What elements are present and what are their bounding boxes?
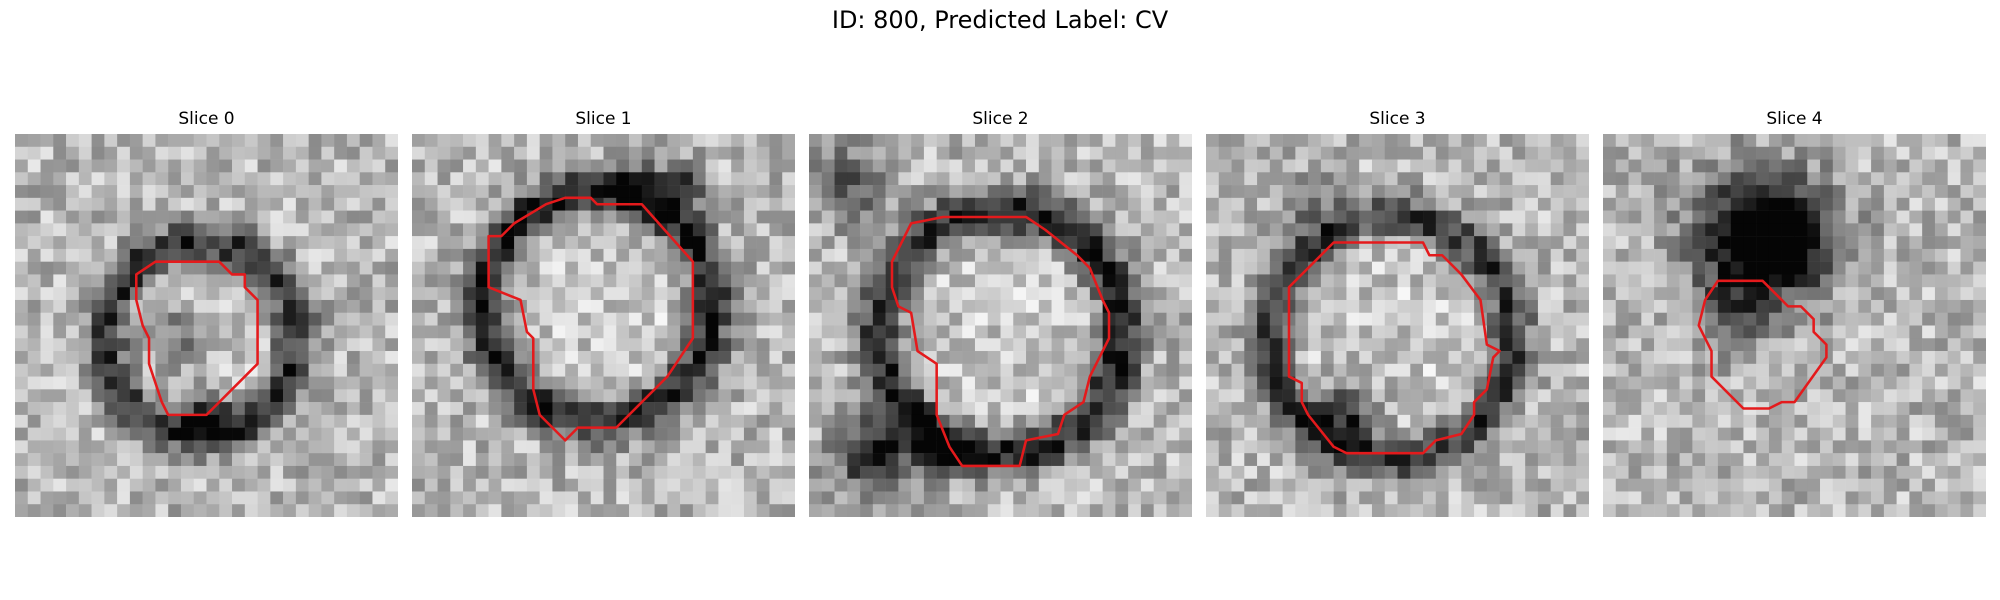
slice-panel-3: Slice 3: [1206, 108, 1589, 517]
slice-pixels-0: [15, 134, 398, 517]
slice-pixels-4: [1603, 134, 1986, 517]
slice-title-1: Slice 1: [575, 109, 632, 129]
slice-title-0: Slice 0: [178, 109, 235, 129]
segmentation-contour-3: [1287, 241, 1501, 455]
slice-panel-2: Slice 2: [809, 108, 1192, 517]
segmentation-contour-4: [1697, 279, 1828, 410]
slice-image-2: [809, 134, 1192, 517]
slice-title-3: Slice 3: [1369, 109, 1426, 129]
slice-image-1: [412, 134, 795, 517]
figure-title: ID: 800, Predicted Label: CV: [831, 6, 1169, 34]
segmentation-contour-2: [890, 215, 1111, 468]
slice-panel-0: Slice 0: [15, 108, 398, 517]
slice-pixels-3: [1206, 134, 1589, 517]
slice-panel-4: Slice 4: [1603, 108, 1986, 517]
slice-title-4: Slice 4: [1766, 109, 1823, 129]
slice-title-2: Slice 2: [972, 109, 1029, 129]
slice-panel-1: Slice 1: [412, 108, 795, 517]
segmentation-contour-0: [135, 260, 259, 417]
slice-pixels-1: [412, 134, 795, 517]
segmentation-contour-1: [487, 196, 695, 442]
slice-image-3: [1206, 134, 1589, 517]
slice-image-0: [15, 134, 398, 517]
slice-pixels-2: [809, 134, 1192, 517]
slice-image-4: [1603, 134, 1986, 517]
